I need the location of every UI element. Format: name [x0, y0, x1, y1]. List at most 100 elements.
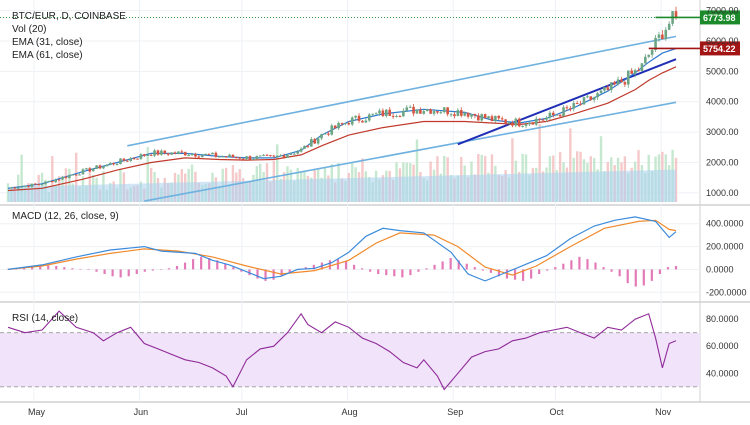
candle-body	[429, 109, 432, 114]
candle-body	[545, 117, 548, 120]
macd-histogram-bar	[554, 267, 557, 270]
macd-signal-line	[7, 219, 677, 276]
candle-body	[255, 156, 259, 159]
macd-histogram-bar	[481, 269, 484, 271]
candle-body	[327, 133, 330, 135]
candle-body	[132, 158, 136, 160]
candle-body	[592, 97, 596, 100]
candle-body	[419, 109, 422, 114]
candle-body	[405, 107, 409, 111]
ema-lines	[7, 47, 677, 192]
candle-body	[112, 163, 115, 165]
candle-body	[402, 110, 405, 117]
macd-histogram-bar	[377, 269, 380, 274]
macd-histogram-bar	[175, 266, 179, 270]
macd-histogram-bar	[280, 269, 283, 277]
macd-histogram-bar	[240, 269, 243, 272]
candle-body	[296, 151, 299, 154]
candle-body	[47, 180, 51, 182]
macd-histogram-bar	[538, 269, 541, 274]
candle-body	[102, 166, 105, 169]
candle-body	[483, 114, 487, 119]
candle-body	[245, 156, 248, 160]
candle-body	[650, 49, 654, 55]
candle-body	[562, 107, 565, 117]
candle-body	[173, 152, 177, 154]
candle-body	[129, 158, 132, 162]
candlesticks	[10, 6, 678, 190]
macd-histogram-bar	[87, 269, 90, 270]
candle-body	[470, 113, 473, 117]
rsi-band	[0, 332, 700, 387]
candle-body	[674, 11, 678, 18]
macd-histogram-bar	[103, 269, 106, 274]
candle-body	[40, 184, 44, 186]
candle-body	[51, 180, 54, 183]
macd-histogram-bar	[530, 269, 533, 279]
candle-body	[449, 114, 453, 116]
candle-body	[442, 107, 446, 113]
rsi-line	[7, 310, 677, 391]
candle-body	[37, 184, 40, 186]
volume-bars	[6, 123, 678, 202]
candle-body	[262, 154, 265, 156]
volume-bar	[146, 147, 149, 202]
macd-histogram-bar	[489, 269, 492, 273]
macd-histogram-bar	[192, 259, 195, 270]
candle-body	[275, 155, 279, 157]
candle-body	[572, 103, 576, 109]
candle-body	[459, 110, 463, 116]
volume-bar	[569, 128, 572, 202]
candle-body	[81, 169, 85, 175]
candle-body	[163, 150, 167, 154]
candle-body	[310, 139, 313, 147]
candle-body	[575, 103, 579, 105]
candle-body	[473, 113, 477, 116]
candle-body	[68, 175, 71, 178]
candle-body	[558, 114, 562, 117]
candle-body	[606, 87, 610, 90]
rsi-tick-label: 60.0000	[706, 341, 739, 351]
candle-body	[323, 133, 327, 135]
candle-body	[541, 119, 545, 121]
macd-histogram-bar	[602, 267, 605, 270]
volume-bar	[20, 154, 23, 202]
candle-body	[374, 113, 378, 115]
candle-body	[337, 122, 340, 129]
candle-body	[565, 107, 569, 109]
macd-histogram-bar	[361, 268, 364, 270]
month-label: Aug	[342, 407, 358, 417]
candle-body	[664, 29, 668, 40]
trendline-channel-lower	[144, 101, 677, 202]
level-price-tag-label: 5754.22	[703, 44, 736, 54]
candle-body	[480, 114, 484, 121]
macd-histogram-bar	[425, 268, 428, 270]
volume-bar	[68, 168, 71, 202]
macd-histogram-bar	[256, 269, 259, 279]
volume-bar	[538, 123, 541, 202]
macd-histogram-bar	[650, 269, 653, 281]
candle-body	[371, 113, 374, 115]
macd-histogram-bar	[200, 256, 203, 270]
price-tick-label: 4000.00	[706, 97, 739, 107]
candle-body	[350, 117, 354, 125]
candle-body	[517, 118, 521, 127]
candle-body	[531, 122, 535, 125]
candle-body	[439, 112, 443, 114]
candle-body	[183, 152, 187, 156]
macd-histogram-bar	[167, 268, 171, 270]
macd-histogram-bar	[47, 265, 50, 270]
candle-body	[146, 154, 150, 156]
candle-body	[412, 106, 415, 114]
macd-histogram-bar	[119, 269, 122, 278]
macd-histogram-bar	[417, 269, 420, 272]
month-label: Jul	[236, 407, 248, 417]
macd-histogram-bar	[63, 267, 66, 270]
macd-histogram-bar	[79, 268, 82, 270]
volume-bar	[74, 152, 78, 202]
candle-body	[425, 109, 429, 112]
symbol-title: BTC/EUR, D, COINBASE	[12, 11, 126, 22]
price-axis: 1000.00 2000.00 3000.00 4000.00 5000.00 6000.…	[706, 6, 739, 198]
candle-body	[44, 181, 47, 185]
